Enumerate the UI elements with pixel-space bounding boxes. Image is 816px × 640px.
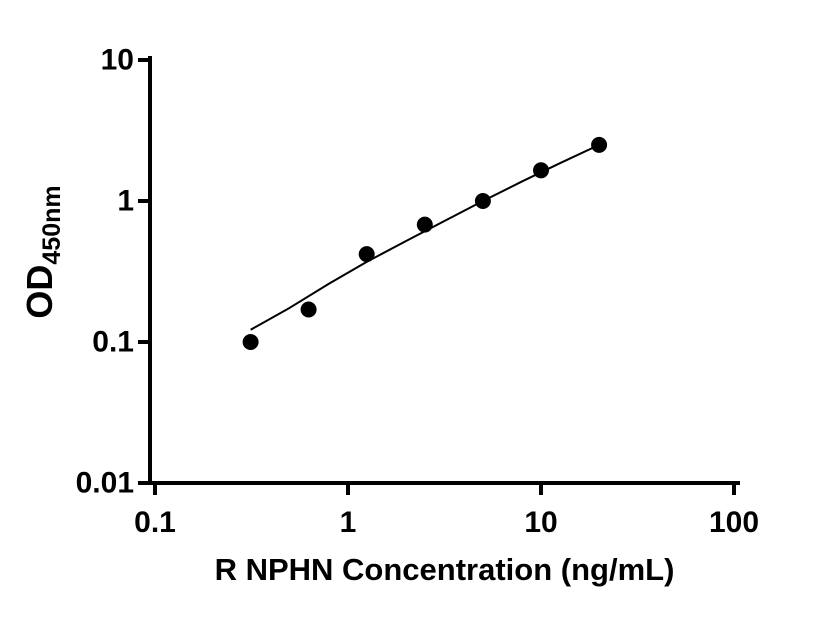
x-tick-label: 10: [524, 506, 557, 539]
x-axis-title: R NPHN Concentration (ng/mL): [215, 552, 675, 587]
x-tick-label: 0.1: [134, 506, 176, 539]
axes: [148, 56, 740, 485]
data-points: [242, 136, 608, 350]
data-point: [358, 246, 375, 263]
y-axis-title-sub: 450nm: [38, 185, 66, 264]
y-tick-label: 10: [101, 44, 134, 77]
y-axis-title: OD450nm: [19, 185, 66, 318]
x-tick-label: 1: [340, 506, 357, 539]
y-tick-label: 0.1: [92, 326, 134, 359]
data-point: [242, 334, 259, 350]
y-tick-label: 1: [117, 185, 134, 218]
y-tick-label: 0.01: [76, 467, 134, 500]
data-point: [591, 136, 608, 153]
y-axis-title-main: OD: [19, 265, 60, 319]
data-point: [474, 193, 491, 209]
data-point: [533, 162, 549, 179]
data-point: [300, 301, 317, 318]
data-point: [416, 216, 433, 233]
x-tick-label: 100: [709, 506, 759, 539]
